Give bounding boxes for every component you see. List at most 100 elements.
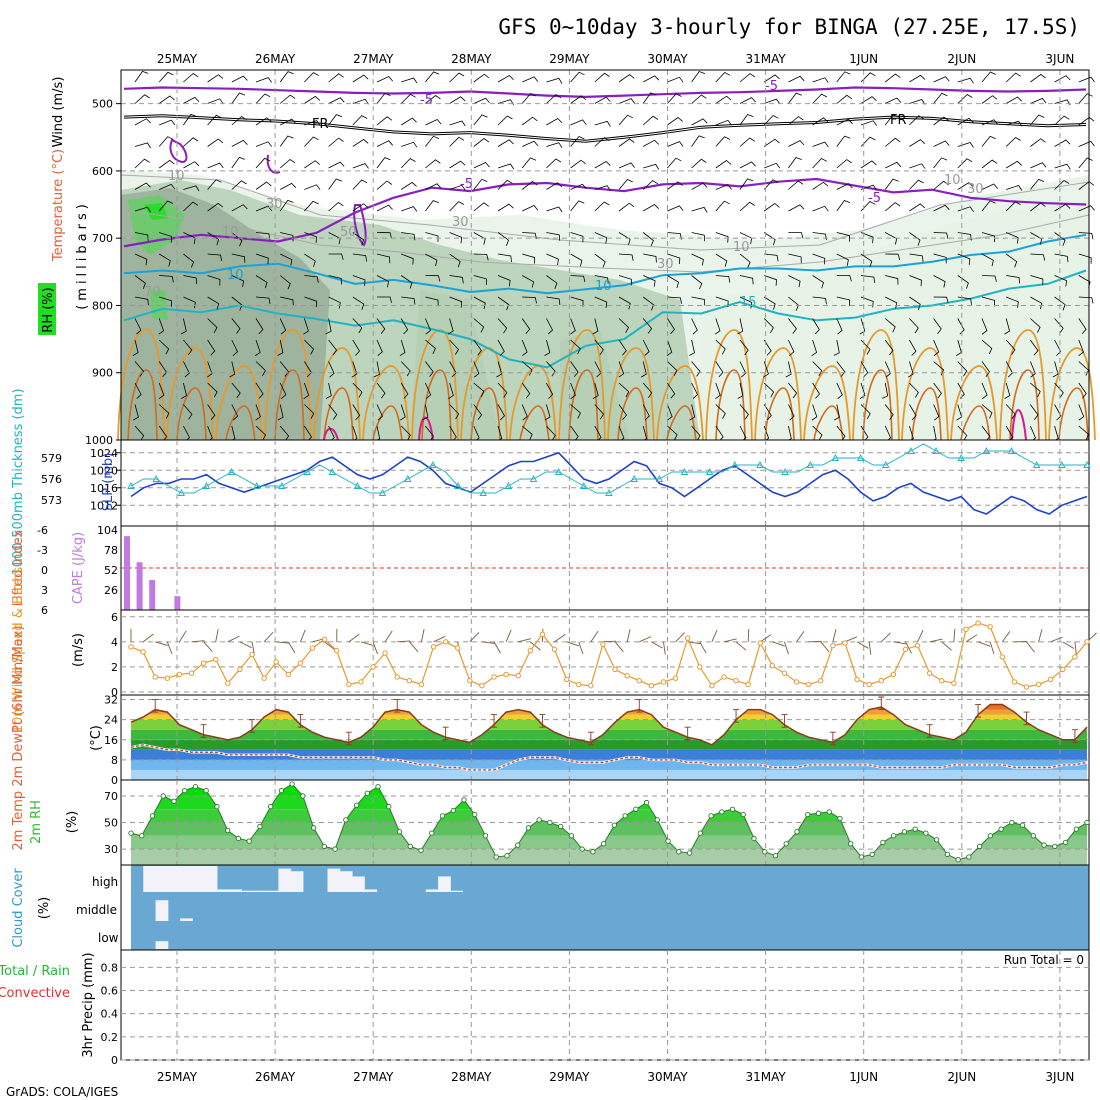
wind-barb [497, 99, 515, 106]
temp-minmax-bar [926, 724, 933, 738]
wind-barb [1005, 253, 1018, 268]
wind-speed-marker [757, 640, 763, 646]
temp-minmax-bar [781, 714, 788, 728]
thickness-marker [328, 468, 337, 475]
wind-barb [521, 361, 533, 376]
wind-speed-marker [188, 670, 195, 676]
wind-barb [1054, 115, 1070, 126]
wind-barb [521, 180, 538, 190]
temp-minmax-bar [1023, 711, 1030, 726]
wind-barb [570, 183, 587, 190]
contour-label: FR [890, 113, 907, 128]
rh-tick-label: 70 [104, 790, 118, 803]
wind-barb [255, 141, 273, 147]
wind10m-barb [796, 630, 805, 643]
wind-barb [667, 76, 684, 83]
wind-barb [933, 116, 949, 126]
rh-marker [493, 854, 499, 860]
contour-label: 30 [452, 215, 469, 230]
wind-barb [449, 253, 461, 268]
rh-marker [171, 798, 177, 804]
wind10m-barb [166, 641, 173, 655]
wind-barb [449, 201, 465, 212]
wind-barb [643, 139, 660, 147]
wind10m-barb [1050, 636, 1063, 643]
rh-marker [944, 851, 951, 858]
wind-barb [183, 404, 193, 420]
wind-barb [667, 318, 676, 335]
thickness-marker [731, 461, 739, 468]
contour-label: -5 [420, 93, 433, 108]
rh-marker [783, 841, 789, 847]
wind-barb [788, 116, 804, 126]
wind-barb [739, 114, 754, 126]
contour-label: 50 [340, 225, 357, 240]
temp-minmax-bar [394, 699, 401, 713]
wind-barb [737, 382, 744, 399]
wind-barb [279, 135, 294, 147]
wind-barb [933, 180, 949, 190]
wind-barb [933, 404, 940, 421]
rh-marker [579, 846, 585, 852]
wind10m-barb [1074, 641, 1077, 655]
wind-barb [909, 232, 921, 246]
wind-barb [328, 296, 341, 309]
wind-speed-marker [805, 681, 812, 688]
wind-barb [376, 382, 386, 399]
wind-barb [691, 318, 698, 335]
rh2m-panel: 30 50 70 [104, 779, 1090, 866]
temp-minmax-bar [200, 724, 207, 738]
date-label-top: 30MAY [647, 52, 688, 66]
wind-barb [981, 361, 991, 377]
wind10m-barb [832, 629, 837, 642]
wind-barb [691, 296, 706, 306]
wind-barb [1030, 382, 1041, 398]
temp-minmax-bar [442, 726, 449, 741]
wind10m-barb [1026, 641, 1035, 653]
isotherm-25 [372, 405, 403, 441]
wind-barb [1054, 253, 1069, 263]
wind-barb [618, 179, 633, 190]
contour-label: 10 [222, 225, 239, 240]
rh-marker [751, 835, 757, 842]
wind-barb [667, 116, 683, 126]
wind-barb [618, 404, 628, 421]
thickness-marker [756, 461, 764, 468]
wind-barb [836, 232, 850, 242]
wind-speed-marker [926, 670, 933, 676]
wind-barb [836, 135, 851, 147]
wind-speed-marker [297, 660, 304, 666]
wind-barb [183, 201, 199, 212]
cloud-high-bar [192, 866, 206, 892]
thickness-marker [856, 454, 865, 461]
wind-barb [400, 361, 411, 377]
wind-barb [134, 318, 142, 335]
wind-barb [376, 157, 391, 169]
rh-marker [600, 841, 607, 847]
wind-barb [836, 275, 852, 282]
wind10m-barb [626, 629, 631, 642]
rh-marker [1073, 826, 1079, 832]
wind-barb [957, 425, 968, 441]
wind-barb [352, 232, 365, 246]
wind-barb [231, 382, 241, 399]
wind-barb [183, 96, 200, 104]
wind-barb [957, 253, 971, 265]
wind-barb [763, 179, 779, 190]
wind-barb [1054, 296, 1066, 311]
cape-bars [124, 536, 181, 610]
rh-marker [1052, 843, 1058, 850]
wind-barb [859, 382, 866, 400]
wind-barb [497, 115, 513, 126]
wind-barb [691, 182, 708, 190]
rh-marker [966, 854, 972, 860]
contour-label: 30 [657, 257, 674, 272]
wind-barb [933, 253, 947, 264]
wind-speed-marker [237, 666, 243, 673]
wind10m-axis-label: 10m Wind Speed & Barbs [11, 567, 26, 734]
wind-barb [352, 404, 361, 421]
rh-marker [848, 841, 854, 847]
wind-barb [570, 159, 586, 169]
wind-barb [400, 425, 411, 441]
